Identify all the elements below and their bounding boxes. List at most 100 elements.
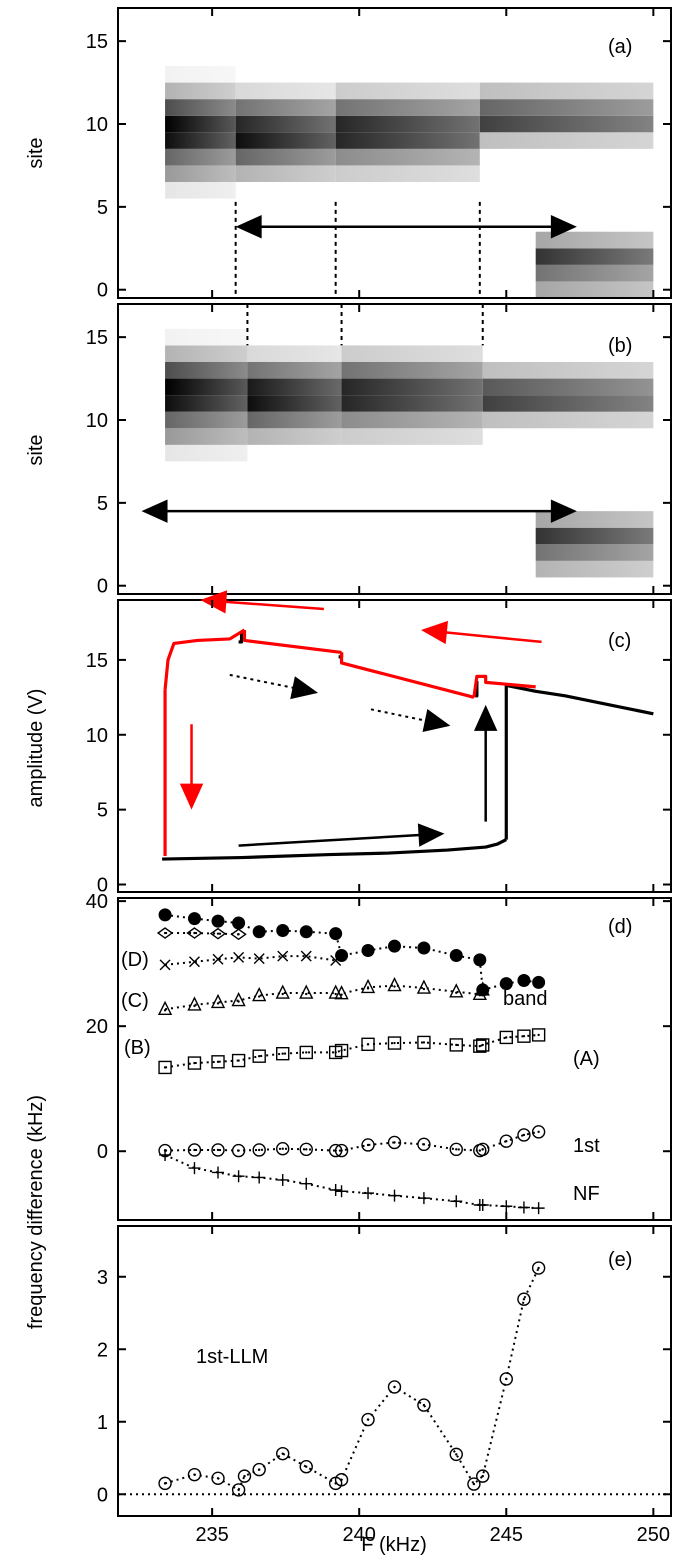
y-tick-label: 0: [97, 1141, 108, 1163]
marker-dot: [281, 1052, 284, 1055]
y-tick-label: 5: [97, 493, 108, 515]
amplitude-line: [163, 628, 246, 691]
marker-x: [212, 953, 224, 965]
marker-dot: [422, 1403, 426, 1407]
marker-filled-circle: [499, 977, 513, 991]
panel-e: 0 1 2 3 (e) 1st-LLM: [97, 1225, 672, 1517]
marker-triangle: [449, 983, 464, 998]
marker-dot: [481, 1148, 484, 1151]
y-tick-label: 15: [86, 650, 108, 672]
heatmap-cell: [482, 395, 654, 412]
heatmap-cell: [535, 281, 654, 298]
y-tick-label: 1: [97, 1412, 108, 1434]
marker-filled-circle: [211, 914, 225, 928]
marker-dot: [478, 1044, 482, 1048]
marker-dot: [216, 1060, 220, 1064]
marker-dot: [522, 1034, 526, 1038]
heatmap-cell: [535, 248, 654, 265]
marker-triangle: [275, 984, 290, 999]
heatmap-cell: [535, 560, 654, 578]
panel-c-lines: [162, 628, 654, 861]
marker-circle: [334, 1143, 349, 1158]
x-tick-label: 245: [490, 1524, 523, 1546]
panel-d: 0 20 40 (d) band (A) 1st NF (D) (C) (B): [86, 891, 672, 1221]
marker-dot: [478, 1149, 482, 1152]
heatmap-cell: [335, 148, 480, 166]
marker-square: [499, 1030, 513, 1045]
series-label-b: (B): [124, 1037, 151, 1059]
panel-c-x-ticks: [211, 600, 655, 892]
heatmap-cell: [165, 182, 236, 199]
marker-circle: [449, 1142, 463, 1157]
panel-a-frame: [117, 7, 672, 299]
marker-circle: [334, 1473, 349, 1487]
arrowhead-left: [141, 499, 168, 523]
series-label-d: (D): [121, 949, 149, 971]
marker-dot: [305, 992, 308, 996]
heatmap-cell: [247, 428, 342, 445]
panel-b-label: (b): [608, 335, 632, 357]
heatmap-cell: [165, 345, 248, 362]
heatmap-cell: [165, 99, 236, 116]
marker-dot: [422, 987, 426, 991]
heatmap-cell: [235, 115, 336, 133]
marker-circle: [387, 1380, 402, 1394]
panel-e-series: [118, 1261, 671, 1497]
marker-triangle: [360, 978, 376, 994]
amplitude-line: [339, 652, 475, 699]
marker-circle: [531, 1125, 546, 1139]
marker-dot: [393, 1041, 396, 1045]
arrowhead-right: [550, 215, 577, 239]
marker-square: [276, 1046, 290, 1061]
marker-square: [387, 1036, 402, 1050]
heatmap-cell: [341, 428, 483, 445]
heatmap-cell: [341, 395, 483, 412]
marker-triangle: [299, 984, 314, 999]
marker-dot: [366, 1143, 370, 1147]
heatmap-cell: [479, 132, 654, 149]
y-tick-label: 15: [86, 31, 108, 53]
panel-a-arrow: [235, 215, 577, 239]
marker-circle: [211, 1143, 225, 1157]
marker-plus: [450, 1195, 463, 1208]
marker-square: [299, 1045, 313, 1060]
marker-x: [277, 950, 289, 962]
y-tick-label: 10: [86, 725, 108, 747]
marker-filled-circle: [388, 939, 401, 953]
marker-dot: [237, 1488, 240, 1492]
arrow-line: [432, 629, 542, 644]
marker-plus: [500, 1200, 513, 1213]
heatmap-cell: [235, 165, 336, 182]
panel-b-frame: [117, 303, 672, 595]
marker-triangle: [334, 985, 349, 1000]
heatmap-cell: [247, 378, 342, 396]
marker-dot: [472, 1482, 476, 1486]
marker-circle: [237, 1469, 252, 1483]
heatmap-cell: [165, 378, 248, 396]
marker-filled-circle: [473, 953, 487, 967]
panel-a-label: (a): [608, 36, 632, 58]
marker-diamond: [230, 928, 247, 941]
panel-c-ylabel: amplitude (V): [25, 689, 47, 808]
amplitude-line: [505, 683, 654, 716]
arrowhead-left: [235, 215, 262, 239]
series-label-1st: 1st: [573, 1135, 600, 1157]
marker-plus: [532, 1202, 545, 1215]
heatmap-cell: [165, 362, 248, 379]
arrowhead: [422, 709, 451, 732]
series-dotted-line: [164, 1033, 539, 1069]
panel-a-x-ticks: [211, 8, 655, 298]
panel-de-ylabel: frequency difference (kHz): [25, 1095, 47, 1329]
marker-filled-circle: [361, 944, 375, 958]
marker-plus: [159, 1148, 172, 1161]
marker-triangle: [328, 984, 343, 999]
heatmap-cell: [341, 362, 483, 379]
marker-dot: [281, 1147, 284, 1150]
marker-circle: [187, 1467, 202, 1482]
marker-dot: [505, 1140, 508, 1143]
y-tick-label: 0: [97, 1484, 108, 1506]
heatmap-cell: [165, 428, 248, 445]
heatmap-cell: [165, 132, 236, 149]
marker-filled-circle: [532, 975, 546, 989]
marker-plus: [232, 1170, 245, 1183]
